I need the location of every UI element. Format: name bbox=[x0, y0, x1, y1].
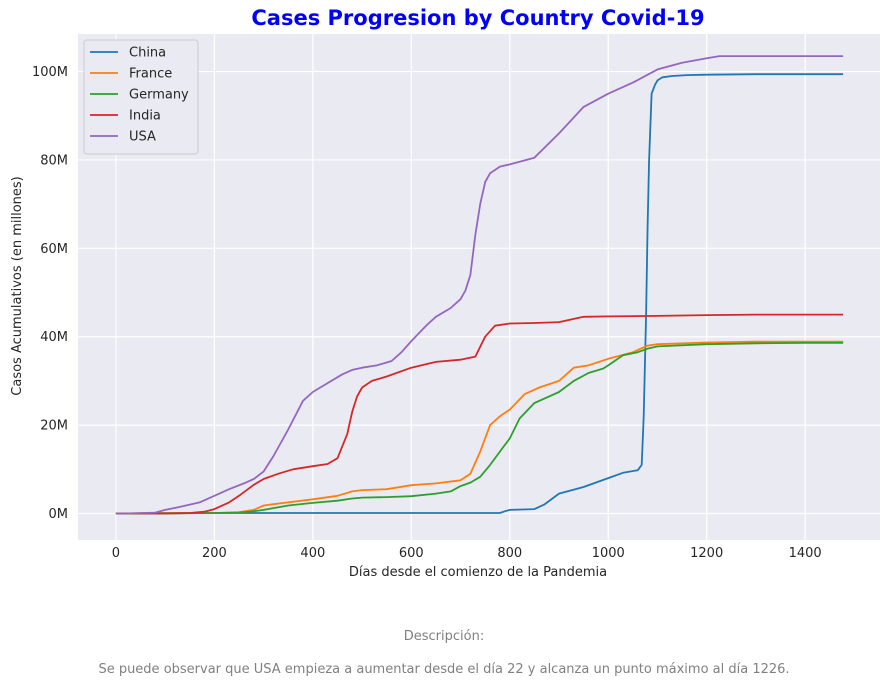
legend-label: India bbox=[129, 109, 161, 124]
legend-box bbox=[83, 39, 199, 155]
legend-label: France bbox=[129, 67, 172, 82]
description-title: Descripción: bbox=[403, 629, 485, 644]
y-tick-label: 20M bbox=[40, 419, 68, 434]
legend-label: China bbox=[129, 46, 166, 61]
legend: China France Germany India USA bbox=[83, 39, 199, 155]
x-tick-label: 800 bbox=[497, 546, 522, 561]
y-tick-label: 40M bbox=[40, 330, 68, 345]
series-line-germany bbox=[115, 341, 844, 515]
y-tick-label: 0M bbox=[49, 507, 69, 522]
series-line-china bbox=[115, 73, 844, 515]
series-line-france bbox=[115, 340, 844, 515]
legend-label: USA bbox=[129, 130, 156, 145]
y-tick-label: 80M bbox=[40, 153, 68, 168]
x-tick-label: 400 bbox=[300, 546, 325, 561]
chart-title: Cases Progresion by Country Covid-19 bbox=[251, 6, 704, 30]
y-tick-label: 60M bbox=[40, 242, 68, 257]
series-line-india bbox=[115, 313, 844, 515]
x-tick-label: 1000 bbox=[592, 546, 625, 561]
x-tick-label: 1400 bbox=[789, 546, 822, 561]
line-chart: Cases Progresion by Country Covid-19 0 20… bbox=[10, 6, 880, 580]
x-tick-label: 1200 bbox=[690, 546, 723, 561]
y-axis-label: Casos Acumulativos (en millones) bbox=[10, 176, 25, 395]
x-tick-label: 0 bbox=[112, 546, 120, 561]
x-tick-label: 600 bbox=[399, 546, 424, 561]
x-tick-label: 200 bbox=[202, 546, 227, 561]
series-line-usa bbox=[115, 55, 844, 515]
legend-label: Germany bbox=[129, 88, 189, 103]
description-text: Se puede observar que USA empieza a aume… bbox=[98, 662, 790, 677]
x-axis-label: Días desde el comienzo de la Pandemia bbox=[349, 565, 607, 580]
y-tick-label: 100M bbox=[32, 65, 68, 80]
